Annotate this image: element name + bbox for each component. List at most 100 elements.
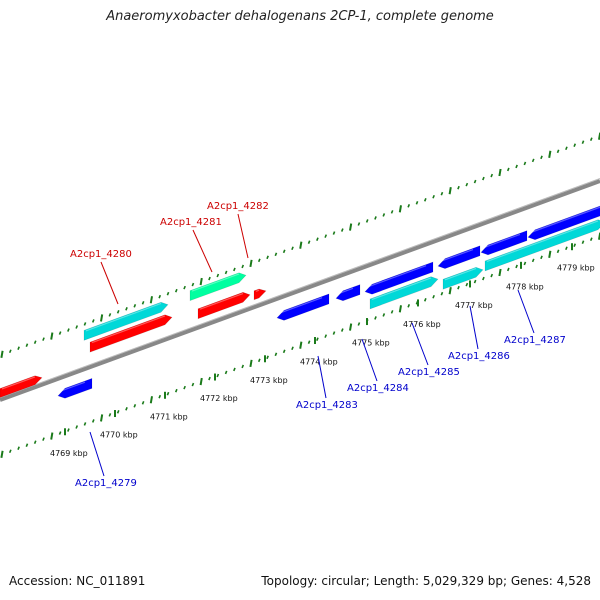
tick-mark — [573, 143, 577, 148]
tick-mark — [133, 404, 137, 408]
features — [0, 205, 600, 399]
reverse-rna-bar — [484, 219, 600, 272]
gene-label: A2cp1_4279 — [75, 478, 137, 489]
tick-mark — [498, 168, 502, 177]
genome-summary-text: Topology: circular; Length: 5,029,329 bp… — [261, 574, 591, 588]
tick-mark — [556, 149, 560, 154]
tick-mark — [241, 364, 245, 369]
tick-mark — [448, 287, 452, 295]
gene-leader-line — [469, 305, 479, 350]
tick-mark — [482, 276, 485, 281]
tick-mark — [241, 264, 245, 269]
tick-mark — [407, 304, 411, 308]
tick-mark — [465, 282, 469, 287]
reverse-cds-arrow — [57, 377, 93, 399]
gene-leader-line — [89, 431, 105, 477]
tick-mark — [158, 394, 162, 399]
tick-mark — [307, 340, 311, 344]
tick-mark — [42, 437, 45, 441]
gene-leader-line — [361, 338, 378, 382]
tick-mark — [183, 285, 186, 290]
tick-mark — [398, 205, 402, 213]
tick-mark — [174, 388, 178, 393]
scale-tick-label: 4778 kbp — [506, 282, 544, 291]
gene-label: A2cp1_4284 — [347, 383, 409, 394]
tick-mark — [266, 255, 269, 260]
tick-mark — [133, 304, 137, 308]
forward-rna-bar — [189, 272, 247, 302]
tick-mark — [581, 140, 585, 145]
tick-mark — [42, 337, 45, 341]
map-title: Anaeromyxobacter dehalogenans 2CP-1, com… — [106, 9, 494, 24]
tick-mark — [299, 341, 303, 349]
gene-labels: A2cp1_4279 A2cp1_4280 A2cp1_4281 A2cp1_4282… — [70, 201, 566, 489]
tick-mark — [0, 450, 4, 458]
forward-cds-arrow-shine — [255, 289, 260, 292]
tick-mark — [415, 200, 419, 205]
tick-mark — [274, 352, 278, 357]
tick-mark — [540, 255, 543, 260]
scale-tick-label: 4776 kbp — [403, 320, 441, 329]
reverse-cds-arrow-shine — [529, 206, 600, 234]
tick-mark — [440, 191, 444, 196]
tick-mark — [282, 349, 286, 354]
tick-mark — [208, 376, 211, 381]
tick-mark — [25, 443, 29, 447]
tick-mark — [390, 310, 394, 314]
forward-cds-arrow-shine — [199, 292, 244, 310]
tick-mark — [365, 219, 369, 223]
tick-mark — [291, 346, 294, 351]
gene-label: A2cp1_4281 — [160, 217, 222, 228]
tick-mark — [324, 234, 328, 238]
gene-leader-line — [517, 289, 535, 334]
tick-mark — [382, 213, 386, 217]
tick-mark — [398, 305, 402, 313]
forward-rna-bar-shine — [191, 273, 240, 292]
tick-mark — [556, 249, 560, 254]
scale-tick-label: 4773 kbp — [250, 376, 288, 385]
gene-leader-line — [411, 322, 429, 366]
tick-mark — [423, 297, 427, 302]
tick-mark — [125, 407, 128, 411]
backbone-line — [0, 179, 600, 402]
tick-mark — [482, 176, 485, 181]
tick-mark — [390, 210, 394, 214]
tick-mark — [149, 296, 153, 304]
reverse-cds-arrow-shine — [439, 248, 474, 263]
tick-mark — [523, 261, 527, 266]
tick-mark — [116, 410, 120, 414]
tick-mark — [324, 334, 328, 338]
tick-mark — [448, 187, 452, 195]
tick-mark — [216, 273, 220, 278]
tick-mark — [531, 258, 535, 263]
scale-tick-label: 4772 kbp — [200, 394, 238, 403]
tick-mark — [199, 377, 203, 386]
tick-mark — [158, 294, 162, 299]
tick-mark — [141, 400, 145, 405]
reverse-rna-bar — [369, 276, 439, 310]
tick-mark — [33, 440, 37, 444]
reverse-cds-arrow — [437, 245, 481, 269]
tick-mark — [307, 240, 311, 244]
tick-mark — [174, 288, 178, 293]
tick-mark — [432, 194, 435, 199]
tick-mark — [506, 267, 510, 272]
reverse-cds-arrow — [335, 284, 361, 302]
gene-leader-line — [317, 355, 327, 399]
reverse-cds-arrow — [527, 205, 600, 241]
gene-label: A2cp1_4285 — [398, 367, 460, 378]
tick-mark — [108, 313, 112, 317]
reverse-cds-arrow — [364, 261, 434, 295]
tick-mark — [457, 285, 460, 290]
reverse-rna-bar-shine — [486, 220, 599, 263]
tick-mark — [589, 237, 593, 241]
gene-label: A2cp1_4280 — [70, 249, 132, 260]
reverse-cds-arrow — [480, 230, 528, 256]
tick-mark — [25, 343, 29, 347]
tick-mark — [374, 216, 377, 220]
tick-mark — [216, 373, 220, 378]
tick-mark — [108, 413, 112, 417]
tick-mark — [565, 246, 568, 251]
backbone-highlight — [0, 178, 600, 398]
tick-mark — [515, 264, 518, 269]
